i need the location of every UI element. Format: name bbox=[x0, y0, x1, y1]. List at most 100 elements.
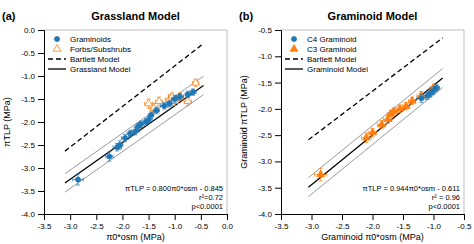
tick: 0.0 bbox=[222, 214, 234, 231]
legend-symbol bbox=[54, 36, 59, 41]
error-bar-y bbox=[107, 152, 111, 161]
legend-label: C3 Graminoid bbox=[307, 45, 356, 54]
tick-label: -3.0 bbox=[258, 157, 272, 166]
error-bar-x bbox=[172, 97, 178, 101]
y-axis-title: Graminoid πTLP (MPa) bbox=[239, 75, 249, 169]
tick-mark bbox=[38, 99, 44, 100]
tick-label: -2.5 bbox=[336, 222, 350, 231]
error-bar-x bbox=[434, 86, 440, 90]
model-line bbox=[65, 44, 204, 152]
tick-label: -1.0 bbox=[168, 222, 182, 231]
chart: -3.5-3.0-2.5-2.0-1.5-1.0-0.50.0-4.0-3.5-… bbox=[0, 0, 474, 244]
tick-mark bbox=[464, 214, 465, 220]
panel-label: (a) bbox=[2, 10, 16, 22]
error-bar-y bbox=[76, 174, 80, 185]
tick-label: -3.5 bbox=[275, 222, 289, 231]
plot-area bbox=[65, 44, 204, 193]
legend-item: C3 Graminoid bbox=[290, 45, 356, 54]
error-bar-x bbox=[117, 143, 123, 147]
legend-item: Graminoids bbox=[54, 35, 110, 44]
tick: -2.0 bbox=[21, 118, 44, 127]
tick-mark bbox=[38, 191, 44, 192]
tick: -2.5 bbox=[21, 141, 44, 150]
title: Grassland Model bbox=[91, 10, 180, 22]
tick-label: -3.0 bbox=[21, 164, 35, 173]
axis: -4.0-3.5-3.0-2.5-2.0-1.5-1.0-0.5 bbox=[258, 26, 281, 219]
tick-label: -2.0 bbox=[366, 222, 380, 231]
tick-label: -1.0 bbox=[427, 222, 441, 231]
tick-mark bbox=[275, 135, 281, 136]
tick-label: -3.0 bbox=[305, 222, 319, 231]
point-series bbox=[144, 78, 199, 112]
legend-item: Grassland Model bbox=[48, 65, 131, 74]
point bbox=[155, 97, 163, 104]
legend-symbol bbox=[53, 45, 61, 52]
annotation: πTLP = 0.944π0*osm - 0.611 bbox=[363, 184, 460, 193]
tick-mark bbox=[149, 214, 150, 220]
error-bar-x bbox=[190, 90, 196, 94]
legend-item: Graminoid Model bbox=[285, 65, 368, 74]
tick: -1.5 bbox=[258, 79, 281, 88]
tick-mark bbox=[38, 76, 44, 77]
error-bar-y bbox=[118, 141, 122, 149]
ci-line bbox=[65, 76, 204, 174]
tick-label: -2.5 bbox=[90, 222, 104, 231]
tick-mark bbox=[227, 214, 228, 220]
tick: -3.5 bbox=[21, 187, 44, 196]
error-bar-y bbox=[154, 107, 158, 113]
model-line bbox=[65, 85, 204, 183]
error-bar-y bbox=[178, 93, 182, 99]
tick-label: 0.0 bbox=[24, 26, 36, 35]
tick: -3.0 bbox=[64, 214, 78, 231]
legend-item: C4 Graminoid bbox=[291, 35, 356, 44]
point bbox=[434, 85, 439, 90]
legend: GraminoidsForbs/SubshrubsBartlett ModelG… bbox=[48, 35, 131, 74]
panel: -3.5-3.0-2.5-2.0-1.5-1.0-0.50.0-4.0-3.5-… bbox=[2, 10, 234, 242]
tick: -2.0 bbox=[116, 214, 130, 231]
tick: -1.0 bbox=[168, 214, 182, 231]
error-bar-y bbox=[178, 93, 182, 100]
error-bar-y bbox=[419, 94, 423, 102]
legend-symbol bbox=[285, 68, 303, 69]
tick-label: -3.5 bbox=[38, 222, 52, 231]
y-axis-title: πTLP (MPa) bbox=[2, 97, 12, 147]
legend-label: C4 Graminoid bbox=[307, 35, 356, 44]
tick-label: -2.5 bbox=[258, 131, 272, 140]
tick: -0.5 bbox=[194, 214, 208, 231]
point bbox=[419, 96, 424, 101]
legend-symbol bbox=[290, 45, 298, 52]
error-bar-y bbox=[167, 100, 171, 106]
panel: -3.5-3.0-2.5-2.0-1.5-1.0-0.5-4.0-3.5-3.0… bbox=[239, 10, 472, 242]
tick: -2.5 bbox=[336, 214, 350, 231]
tick-label: -3.5 bbox=[258, 184, 272, 193]
annotation: p<0.0001 bbox=[192, 202, 224, 211]
tick-mark bbox=[275, 30, 281, 31]
error-bar-y bbox=[149, 112, 153, 118]
legend: C4 GraminoidC3 GraminoidBartlett ModelGr… bbox=[285, 35, 368, 74]
tick-mark bbox=[275, 109, 281, 110]
point bbox=[192, 78, 200, 85]
tick-label: -1.0 bbox=[258, 52, 272, 61]
tick-mark bbox=[38, 214, 44, 215]
tick-label: -1.5 bbox=[258, 79, 272, 88]
tick: -1.0 bbox=[258, 52, 281, 61]
tick: -3.0 bbox=[258, 157, 281, 166]
error-bar-y bbox=[139, 121, 143, 127]
legend-symbol bbox=[285, 58, 303, 59]
annotation: r²=0.72 bbox=[199, 193, 223, 202]
error-bar-x bbox=[167, 102, 172, 106]
error-bar-x bbox=[176, 95, 183, 99]
legend-label: Graminoids bbox=[70, 35, 111, 44]
axis: -3.5-3.0-2.5-2.0-1.5-1.0-0.5 bbox=[275, 214, 472, 231]
tick-label: -2.0 bbox=[258, 105, 272, 114]
tick-mark bbox=[70, 214, 71, 220]
axis: -4.0-3.5-3.0-2.5-2.0-1.5-1.0-0.50.0 bbox=[21, 26, 44, 219]
title: Graminoid Model bbox=[328, 10, 418, 22]
error-bar-x bbox=[127, 132, 133, 136]
tick: -1.0 bbox=[21, 72, 44, 81]
tick-mark bbox=[38, 168, 44, 169]
point bbox=[123, 136, 128, 141]
x-axis-title: π0*osm (MPa) bbox=[106, 232, 165, 242]
tick-label: -2.0 bbox=[21, 118, 35, 127]
point bbox=[408, 96, 416, 103]
